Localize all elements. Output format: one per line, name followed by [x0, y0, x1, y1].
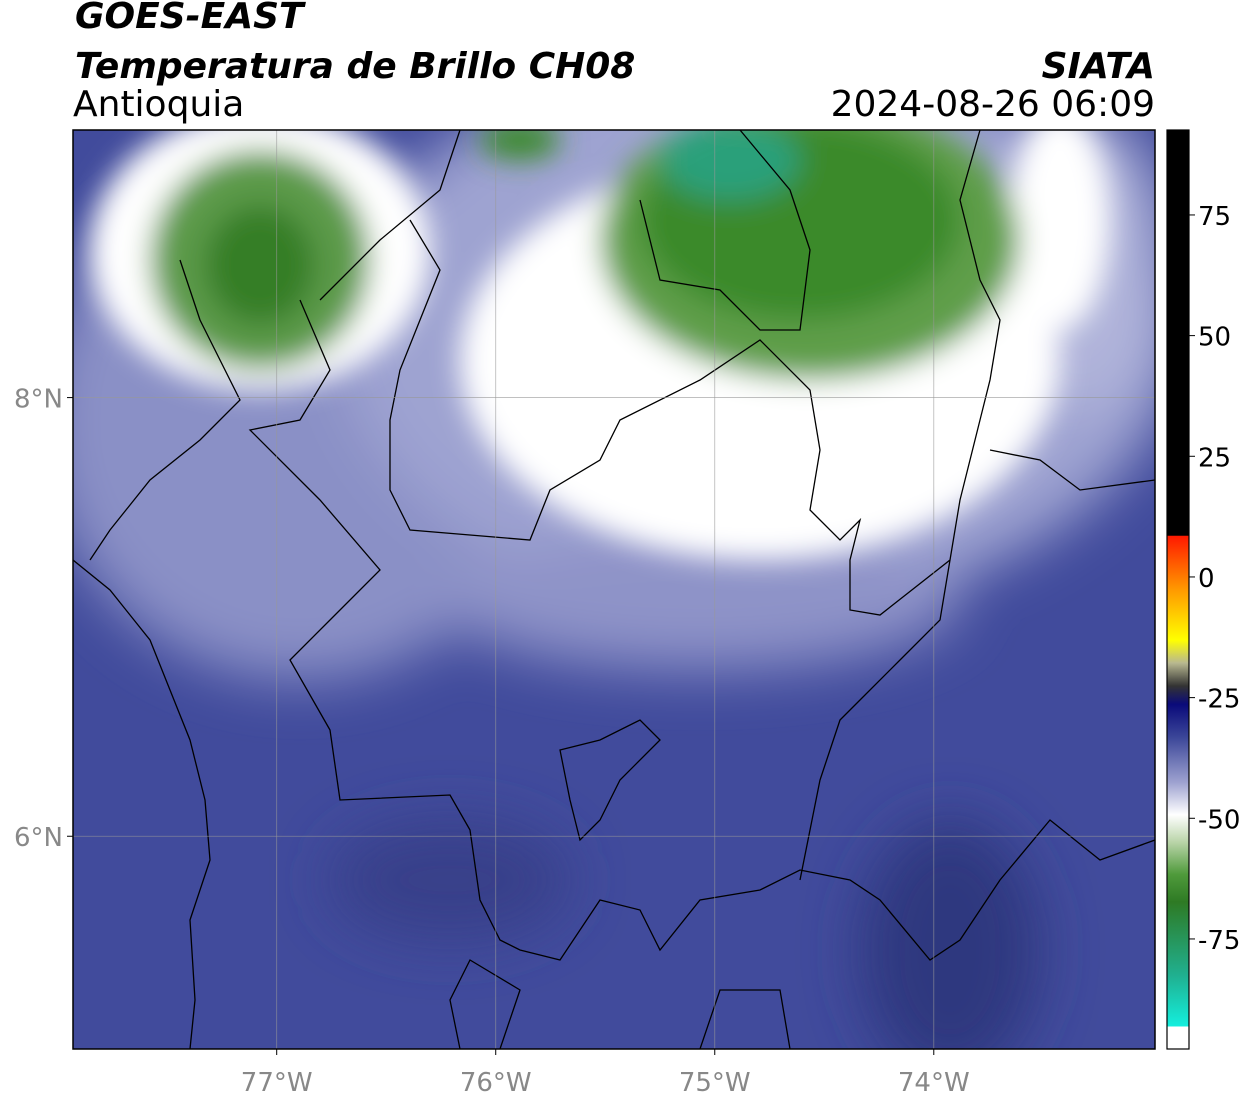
colorbar-label: 25	[1198, 443, 1231, 473]
x-tick-label: 76°W	[460, 1068, 532, 1098]
y-tick-label: 8°N	[14, 385, 63, 415]
map-frame	[72, 129, 1156, 1050]
colorbar	[1166, 129, 1190, 1050]
colorbar-label: 50	[1198, 323, 1231, 353]
colorbar-label: -25	[1198, 685, 1240, 715]
satellite-image	[73, 130, 1155, 1049]
colorbar-label: -50	[1198, 805, 1240, 835]
source: SIATA	[1042, 46, 1155, 87]
x-tick-label: 74°W	[898, 1068, 970, 1098]
region: Antioquia	[73, 84, 244, 125]
x-tick-label: 75°W	[679, 1068, 751, 1098]
graticule	[73, 130, 1155, 1049]
datetime: 2024-08-26 06:09	[831, 84, 1155, 125]
colorbar-label: 0	[1198, 564, 1215, 594]
title: GOES-EAST	[75, 0, 306, 37]
colorbar-label: 75	[1198, 202, 1231, 232]
y-tick-label: 6°N	[14, 823, 63, 853]
subtitle: Temperatura de Brillo CH08	[75, 46, 635, 87]
colorbar-label: -75	[1198, 926, 1240, 956]
x-tick-label: 77°W	[241, 1068, 313, 1098]
